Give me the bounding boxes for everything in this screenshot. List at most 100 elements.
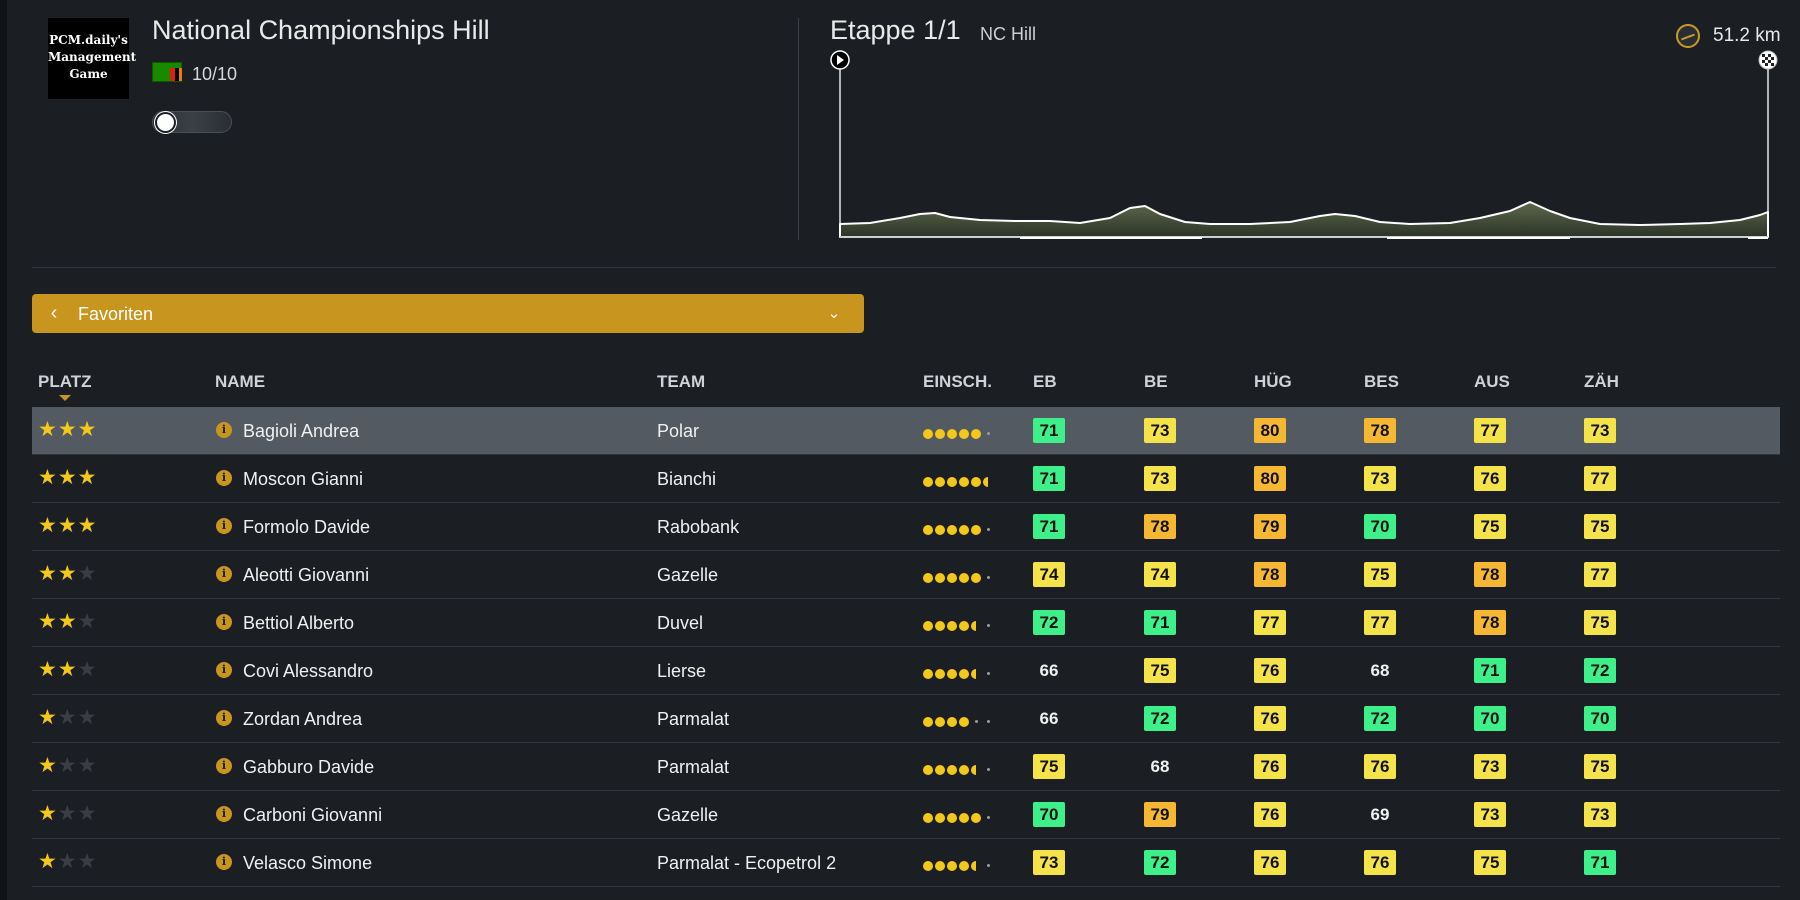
rider-team[interactable]: Rabobank: [657, 517, 740, 537]
form-dot: [923, 764, 933, 775]
weather-sun-icon: [152, 111, 232, 133]
form-dot: [923, 620, 933, 631]
rider-name[interactable]: Moscon Gianni: [243, 469, 364, 489]
rider-team[interactable]: Bianchi: [657, 469, 717, 489]
table-row[interactable]: ★★★ i Velasco Simone Parmalat - Ecopetrol 2…: [32, 839, 1780, 887]
form-dot: [983, 476, 993, 487]
rider-name[interactable]: Gabburo Davide: [243, 757, 375, 777]
col-platz[interactable]: PLATZ: [38, 372, 92, 391]
star-icon: ★: [57, 658, 78, 681]
col-name[interactable]: NAME: [215, 372, 266, 391]
info-icon[interactable]: i: [216, 566, 232, 582]
chevron-down-icon[interactable]: ⌄: [827, 305, 841, 322]
info-icon[interactable]: i: [216, 518, 232, 534]
rider-team[interactable]: Duvel: [657, 613, 704, 633]
rider-name[interactable]: Zordan Andrea: [243, 709, 363, 729]
filter-selector[interactable]: ‹ Favoriten ⌄: [32, 294, 864, 333]
star-icon: ★: [77, 514, 98, 537]
col-zah[interactable]: ZÄH: [1584, 372, 1619, 391]
stat-eb: 75: [1033, 754, 1065, 779]
form-indicator: [923, 713, 1003, 727]
form-dot: [987, 672, 990, 676]
table-row[interactable]: ★★★ i Carboni Giovanni Gazelle 70 79 76 69 73 73: [32, 791, 1780, 839]
rider-name[interactable]: Velasco Simone: [243, 853, 373, 873]
table-row[interactable]: ★★★ i Zordan Andrea Parmalat 66 72 76 72 70 70: [32, 695, 1780, 743]
stat-hug: 77: [1254, 610, 1286, 635]
info-icon[interactable]: i: [216, 614, 232, 630]
info-icon[interactable]: i: [216, 854, 232, 870]
info-icon[interactable]: i: [216, 806, 232, 822]
stat-eb: 72: [1033, 610, 1065, 635]
stat-eb: 71: [1033, 466, 1065, 491]
col-bes[interactable]: BES: [1364, 372, 1399, 391]
rider-team[interactable]: Polar: [657, 421, 700, 441]
stat-zah: 77: [1584, 466, 1616, 491]
sort-caret-icon: [59, 395, 71, 401]
form-dot: [971, 428, 981, 439]
stat-zah: 72: [1584, 658, 1616, 683]
window-edge: [0, 0, 7, 900]
rank-stars: ★★★: [38, 515, 97, 537]
table-row[interactable]: ★★★ i Moscon Gianni Bianchi 71 73 80 73 76 77: [32, 455, 1780, 503]
form-dot: [947, 428, 957, 439]
stage-distance: 51.2 km: [1713, 25, 1781, 46]
info-icon[interactable]: i: [216, 662, 232, 678]
rider-name[interactable]: Bagioli Andrea: [243, 421, 360, 441]
star-icon: ★: [57, 418, 78, 441]
stat-bes: 69: [1370, 805, 1390, 824]
stat-be: 72: [1144, 850, 1176, 875]
rider-team[interactable]: Parmalat: [657, 757, 730, 777]
col-einsch[interactable]: EINSCH.: [923, 372, 992, 391]
rider-name[interactable]: Aleotti Giovanni: [243, 565, 370, 585]
form-dot: [923, 476, 933, 487]
info-icon[interactable]: i: [216, 470, 232, 486]
table-row[interactable]: ★★★ i Formolo Davide Rabobank 71 78 79 70 75 75: [32, 503, 1780, 551]
event-title: National Championships Hill: [152, 15, 490, 45]
form-dot: [975, 720, 978, 724]
star-icon: ★: [57, 610, 78, 633]
rider-team[interactable]: Lierse: [657, 661, 707, 681]
col-eb[interactable]: EB: [1033, 372, 1057, 391]
form-dot: [959, 716, 969, 727]
col-aus[interactable]: AUS: [1474, 372, 1510, 391]
rider-team[interactable]: Parmalat - Ecopetrol 2: [657, 853, 837, 873]
info-icon[interactable]: i: [216, 422, 232, 438]
stat-aus: 75: [1474, 850, 1506, 875]
star-icon: ★: [38, 562, 58, 585]
form-dot: [971, 476, 981, 487]
table-row[interactable]: ★★★ i Bettiol Alberto Duvel 72 71 77 77 78 75: [32, 599, 1780, 647]
form-dot: [987, 432, 990, 436]
form-dot: [971, 668, 981, 679]
rider-name[interactable]: Bettiol Alberto: [243, 613, 355, 633]
rider-team[interactable]: Gazelle: [657, 565, 719, 585]
col-be[interactable]: BE: [1144, 372, 1168, 391]
stat-eb: 71: [1033, 514, 1065, 539]
rider-team[interactable]: Gazelle: [657, 805, 719, 825]
col-hug[interactable]: HÜG: [1254, 372, 1292, 391]
stat-hug: 80: [1254, 466, 1286, 491]
form-dot: [959, 620, 969, 631]
table-row[interactable]: ★★★ i Aleotti Giovanni Gazelle 74 74 78 75 78 77: [32, 551, 1780, 599]
table-row[interactable]: ★★★ i Gabburo Davide Parmalat 75 68 76 76 73 75: [32, 743, 1780, 791]
stat-bes: 73: [1364, 466, 1396, 491]
rider-name[interactable]: Covi Alessandro: [243, 661, 374, 681]
form-dot: [935, 764, 945, 775]
rider-name[interactable]: Formolo Davide: [243, 517, 371, 537]
info-icon[interactable]: i: [216, 758, 232, 774]
star-icon: ★: [57, 850, 78, 873]
stat-aus: 77: [1474, 418, 1506, 443]
info-icon[interactable]: i: [216, 710, 232, 726]
table-row[interactable]: ★★★ i Covi Alessandro Lierse 66 75 76 68 71 72: [32, 647, 1780, 695]
stat-eb: 73: [1033, 850, 1065, 875]
form-dot: [923, 716, 933, 727]
logo-line-2: Management: [48, 50, 137, 64]
stage-profile-chart[interactable]: [830, 46, 1780, 241]
stat-be: 73: [1144, 466, 1176, 491]
chevron-left-icon[interactable]: ‹: [50, 302, 58, 324]
col-team[interactable]: TEAM: [657, 372, 706, 391]
form-dot: [935, 812, 945, 823]
table-row[interactable]: ★★★ i Bagioli Andrea Polar 71 73 80 78 77 73: [32, 407, 1780, 455]
rider-team[interactable]: Parmalat: [657, 709, 730, 729]
logo-line-3: Game: [69, 67, 108, 81]
rider-name[interactable]: Carboni Giovanni: [243, 805, 383, 825]
